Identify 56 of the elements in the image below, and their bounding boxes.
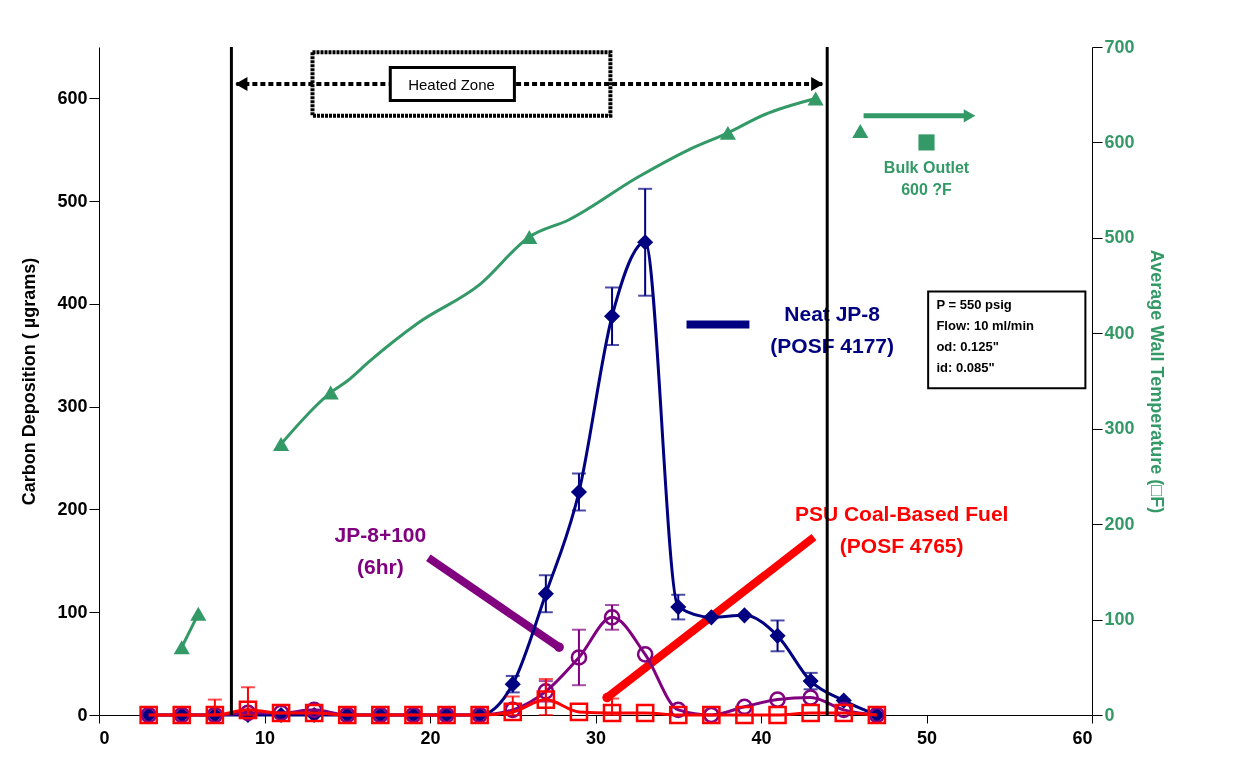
- y2-tick-label: 100: [1104, 609, 1135, 630]
- point: [768, 705, 787, 725]
- point: [636, 646, 654, 663]
- y2-tick-label: 0: [1104, 704, 1115, 725]
- point: [521, 229, 538, 244]
- point: [769, 627, 786, 644]
- y2-tick-label: 500: [1104, 227, 1135, 248]
- point: [852, 124, 869, 138]
- y2-axis-title: Average Wall Temperature (□F): [1146, 249, 1167, 514]
- point: [570, 649, 588, 666]
- point: [537, 585, 554, 602]
- point: [272, 437, 290, 451]
- point: [637, 234, 654, 251]
- y2-tick-label: 300: [1104, 418, 1135, 439]
- x-tick-label: 60: [1072, 727, 1093, 748]
- annotation: Heated Zone: [408, 75, 495, 93]
- point: [807, 91, 824, 106]
- y2-tick-label: 200: [1104, 513, 1135, 534]
- annotation: Bulk Outlet 600 ?F: [883, 159, 970, 199]
- x-tick-label: 30: [585, 727, 607, 748]
- point: [801, 703, 820, 723]
- y-tick-label: 0: [77, 704, 88, 725]
- x-tick-label: 20: [420, 727, 441, 748]
- point: [603, 308, 621, 325]
- x-tick-label: 0: [99, 727, 110, 748]
- point: [602, 703, 622, 723]
- y-tick-label: 500: [57, 190, 88, 211]
- point: [536, 690, 556, 709]
- point: [735, 705, 754, 725]
- y-tick-label: 200: [57, 498, 88, 519]
- annotation: JP-8+100 (6hr): [334, 522, 427, 578]
- x-tick-label: 50: [916, 727, 938, 748]
- point: [736, 607, 753, 624]
- y-tick-label: 300: [57, 396, 88, 417]
- point: [668, 705, 688, 725]
- point: [918, 134, 935, 151]
- x-tick-label: 10: [254, 727, 276, 748]
- point: [569, 702, 589, 722]
- point: [173, 640, 190, 655]
- point: [322, 385, 339, 400]
- point: [719, 125, 736, 140]
- point: [635, 703, 655, 723]
- point: [670, 599, 687, 616]
- point: [603, 609, 621, 626]
- y2-tick-label: 700: [1104, 36, 1135, 57]
- y-axis-title: Carbon Deposition ( µgrams): [19, 257, 40, 506]
- y-tick-label: 600: [57, 87, 88, 108]
- y2-tick-label: 600: [1104, 131, 1135, 152]
- x-tick-label: 40: [751, 727, 772, 748]
- point: [190, 606, 207, 621]
- y2-tick-label: 400: [1104, 322, 1135, 343]
- point: [570, 483, 588, 501]
- y-tick-label: 400: [57, 293, 88, 314]
- y-tick-label: 100: [57, 601, 88, 622]
- annotation: P = 550 psig Flow: 10 ml/min od: 0.125" id: 0.085": [936, 296, 1034, 375]
- point: [703, 609, 720, 626]
